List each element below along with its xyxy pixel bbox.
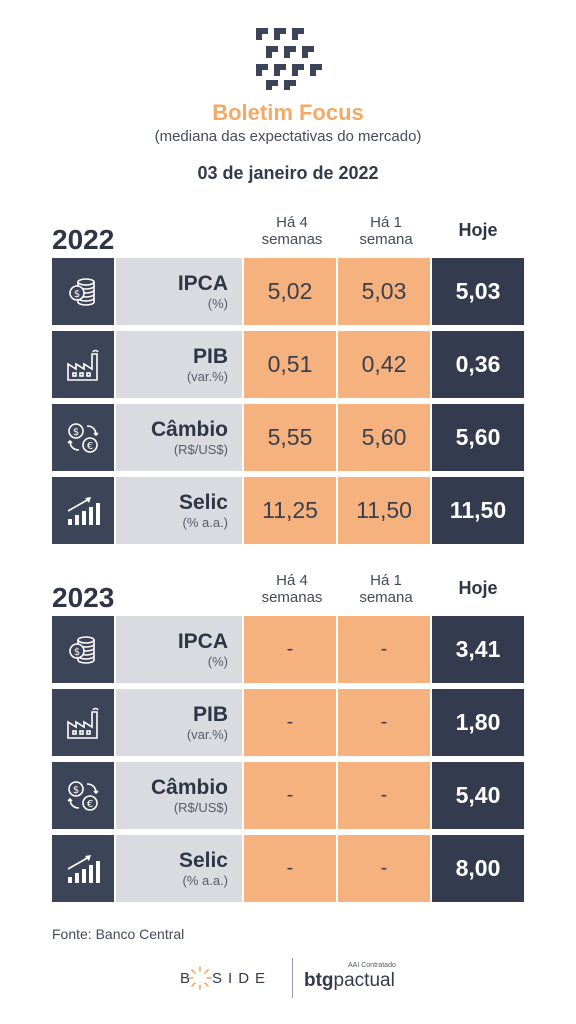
svg-text:$: $ — [73, 785, 79, 796]
indicator-unit: (% a.a.) — [182, 514, 228, 530]
indicator-unit: (var.%) — [186, 368, 228, 384]
value-one-week: 0,42 — [338, 331, 430, 398]
indicator-unit: (%) — [207, 295, 228, 311]
value-four-weeks: - — [244, 616, 336, 683]
footer-divider — [292, 958, 293, 998]
svg-text:$: $ — [74, 647, 80, 658]
value-today: 8,00 — [432, 835, 524, 902]
value-four-weeks: 5,55 — [244, 404, 336, 471]
svg-text:$: $ — [73, 427, 79, 438]
svg-text:€: € — [87, 441, 93, 452]
indicator-unit: (R$/US$) — [173, 799, 228, 815]
footer-brands: B SIDE AAI Contratado btgpactual — [180, 958, 400, 998]
value-four-weeks: 5,02 — [244, 258, 336, 325]
value-today: 3,41 — [432, 616, 524, 683]
indicator-name: IPCA — [177, 629, 228, 653]
value-today: 11,50 — [432, 477, 524, 544]
btg-rest: pactual — [333, 970, 395, 991]
value-four-weeks: - — [244, 762, 336, 829]
sun-icon — [188, 966, 212, 990]
indicator-label: Câmbio (R$/US$) — [116, 762, 242, 829]
indicator-unit: (% a.a.) — [182, 872, 228, 888]
coins-dollar-icon: $ — [52, 616, 114, 683]
indicator-name: Selic — [178, 490, 228, 514]
indicator-label: PIB (var.%) — [116, 689, 242, 756]
indicator-name: PIB — [192, 702, 228, 726]
col-head-today: Hoje — [458, 578, 498, 598]
col-head-one-week: Há 1 semana — [359, 572, 413, 606]
col-head-four-weeks: Há 4 semanas — [261, 572, 323, 606]
factory-icon — [52, 331, 114, 398]
indicator-label: PIB (var.%) — [116, 331, 242, 398]
btg-tagline: AAI Contratado — [348, 962, 396, 969]
indicator-name: Selic — [178, 848, 228, 872]
value-one-week: - — [338, 616, 430, 683]
value-four-weeks: - — [244, 835, 336, 902]
section-2023: 2023 Há 4 semanas Há 1 semana Hoje $ IPCA… — [52, 572, 524, 908]
btg-bold: btg — [304, 970, 334, 991]
table-row: $ IPCA (%) - -3,41 — [52, 616, 524, 683]
value-today: 5,03 — [432, 258, 524, 325]
svg-text:€: € — [87, 799, 93, 810]
coins-dollar-icon: $ — [52, 258, 114, 325]
factory-icon — [52, 689, 114, 756]
value-today: 5,60 — [432, 404, 524, 471]
col-head-four-weeks: Há 4 semanas — [261, 214, 323, 248]
value-one-week: 5,03 — [338, 258, 430, 325]
value-one-week: - — [338, 835, 430, 902]
indicator-unit: (R$/US$) — [173, 441, 228, 457]
table-row: PIB (var.%) - -1,80 — [52, 689, 524, 756]
indicator-unit: (var.%) — [186, 726, 228, 742]
indicator-label: Selic (% a.a.) — [116, 477, 242, 544]
currency-exchange-icon: $ € — [52, 762, 114, 829]
col-head-one-week: Há 1 semana — [359, 214, 413, 248]
currency-exchange-icon: $ € — [52, 404, 114, 471]
page-subtitle: (mediana das expectativas do mercado) — [154, 128, 422, 145]
section-year: 2022 — [52, 224, 115, 255]
value-one-week: 5,60 — [338, 404, 430, 471]
indicator-unit: (%) — [207, 653, 228, 669]
col-head-today: Hoje — [458, 220, 498, 240]
value-four-weeks: 0,51 — [244, 331, 336, 398]
section-header: 2022 Há 4 semanas Há 1 semana Hoje — [52, 214, 524, 258]
value-four-weeks: 11,25 — [244, 477, 336, 544]
section-2022: 2022 Há 4 semanas Há 1 semana Hoje $ IPCA… — [52, 214, 524, 550]
indicator-name: PIB — [192, 344, 228, 368]
table-row: $ IPCA (%) 5,02 5,03 5,03 — [52, 258, 524, 325]
value-one-week: - — [338, 689, 430, 756]
table-rows: $ IPCA (%) 5,02 5,03 5,03 PIB (var.%) 0,51 0,42 0,… — [52, 258, 524, 544]
bside-side: SIDE — [212, 970, 272, 987]
section-year: 2023 — [52, 582, 115, 613]
table-row: PIB (var.%) 0,51 0,42 0,36 — [52, 331, 524, 398]
indicator-name: Câmbio — [150, 775, 228, 799]
page-title: Boletim Focus — [212, 100, 364, 125]
value-today: 1,80 — [432, 689, 524, 756]
value-one-week: 11,50 — [338, 477, 430, 544]
focus-logo-icon — [256, 28, 322, 90]
growth-chart-icon — [52, 477, 114, 544]
bside-b: B — [180, 970, 197, 987]
growth-chart-icon — [52, 835, 114, 902]
indicator-label: Câmbio (R$/US$) — [116, 404, 242, 471]
svg-text:$: $ — [74, 289, 80, 300]
indicator-name: IPCA — [177, 271, 228, 295]
table-row: $ € Câmbio (R$/US$) 5,55 5,60 5,60 — [52, 404, 524, 471]
table-rows: $ IPCA (%) - -3,41 PIB (var.%) - -1,80 $ € Câmbio (R… — [52, 616, 524, 902]
bside-logo: B SIDE — [180, 966, 290, 990]
report-date: 03 de janeiro de 2022 — [197, 163, 379, 183]
value-one-week: - — [338, 762, 430, 829]
source-note: Fonte: Banco Central — [52, 926, 185, 942]
value-four-weeks: - — [244, 689, 336, 756]
section-header: 2023 Há 4 semanas Há 1 semana Hoje — [52, 572, 524, 616]
indicator-name: Câmbio — [150, 417, 228, 441]
table-row: Selic (% a.a.) 11,25 11,50 11,50 — [52, 477, 524, 544]
value-today: 0,36 — [432, 331, 524, 398]
indicator-label: IPCA (%) — [116, 258, 242, 325]
value-today: 5,40 — [432, 762, 524, 829]
indicator-label: Selic (% a.a.) — [116, 835, 242, 902]
indicator-label: IPCA (%) — [116, 616, 242, 683]
table-row: $ € Câmbio (R$/US$) - -5,40 — [52, 762, 524, 829]
table-row: Selic (% a.a.) - -8,00 — [52, 835, 524, 902]
